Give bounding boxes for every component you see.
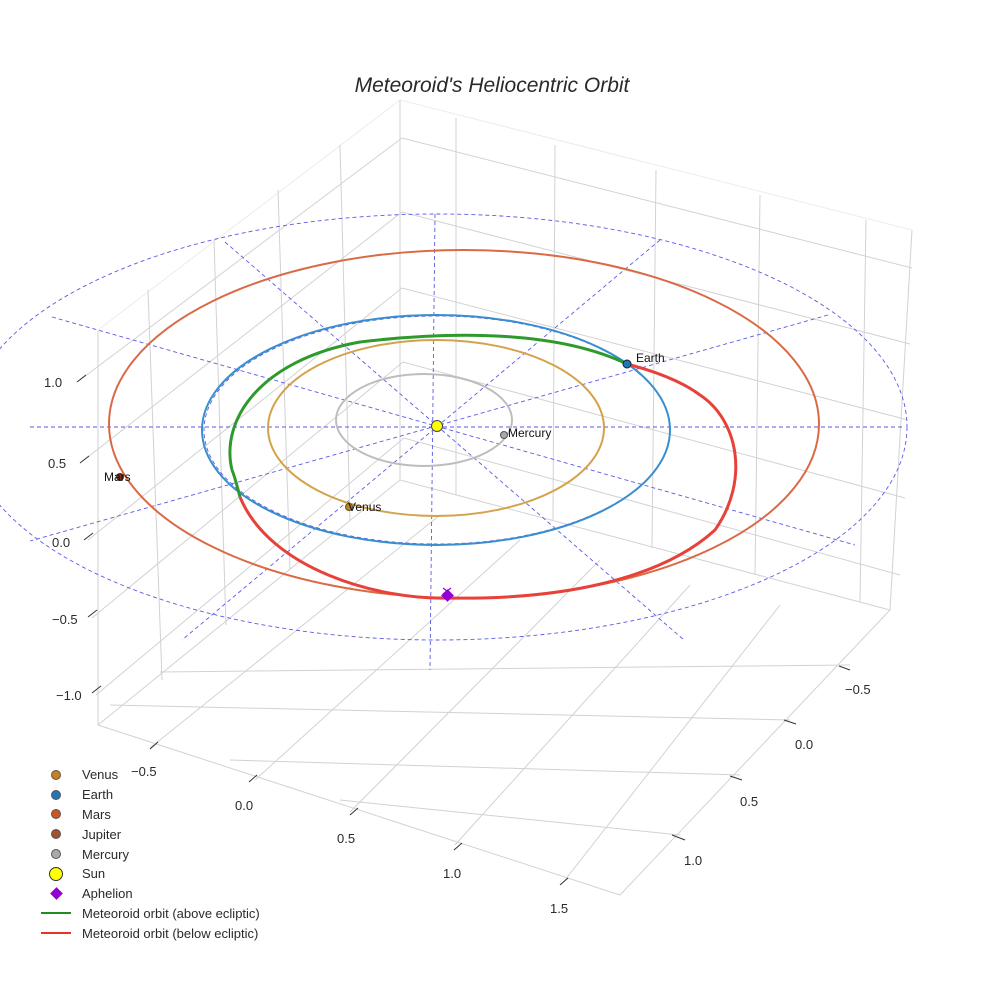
- z-tick: 0.5: [48, 456, 67, 471]
- x-tick: −0.5: [131, 764, 157, 779]
- x-tick: 0.0: [235, 798, 254, 813]
- sun-dot-icon: [49, 866, 63, 881]
- venus-dot-icon: [51, 769, 61, 780]
- z-tick: −1.0: [56, 688, 82, 703]
- mercury-dot-icon: [51, 849, 61, 860]
- earth-dot-icon: [51, 789, 61, 800]
- legend-label: Earth: [82, 787, 114, 803]
- meteoroid-orbit: [228, 333, 738, 600]
- legend-item-jupiter[interactable]: Jupiter: [38, 824, 260, 844]
- mercury-orbit: [335, 373, 513, 467]
- z-tick: −0.5: [52, 612, 78, 627]
- legend-label: Meteoroid orbit (above ecliptic): [82, 905, 260, 921]
- planet-orbits: [108, 249, 820, 599]
- tick-marks: [76, 374, 851, 886]
- y-tick: 1.0: [684, 853, 703, 868]
- venus-label: Venus: [348, 500, 382, 514]
- x-tick: 0.5: [337, 831, 356, 846]
- mars-dot-icon: [51, 809, 61, 820]
- venus-orbit: [267, 339, 605, 517]
- mars-label: Mars: [104, 470, 131, 484]
- legend-label: Mercury: [82, 846, 129, 862]
- axes-grid: [79, 99, 913, 896]
- orbit-above-ecliptic: [228, 333, 628, 498]
- legend-label: Aphelion: [82, 886, 133, 902]
- earth-label: Earth: [636, 351, 665, 365]
- aphelion-cross: [442, 587, 452, 595]
- mercury-marker: [500, 431, 508, 439]
- legend-item-earth[interactable]: Earth: [38, 785, 260, 805]
- earth-orbit: [201, 314, 671, 546]
- ecliptic-reference: [0, 213, 908, 671]
- z-tick: 0.0: [52, 535, 71, 550]
- legend-item-mercury[interactable]: Mercury: [38, 844, 260, 864]
- diamond-icon: [49, 887, 63, 901]
- legend-label: Meteoroid orbit (below ecliptic): [82, 925, 259, 941]
- legend: Venus Earth Mars Jupiter Mercury Sun Aph…: [38, 765, 260, 943]
- orbit-below-ecliptic: [238, 362, 738, 600]
- jupiter-dot-icon: [51, 829, 61, 840]
- y-tick: −0.5: [845, 682, 871, 697]
- mercury-label: Mercury: [508, 426, 552, 440]
- legend-item-orbit-below[interactable]: Meteoroid orbit (below ecliptic): [38, 923, 260, 943]
- legend-item-sun[interactable]: Sun: [38, 864, 260, 884]
- x-tick: 1.5: [550, 901, 569, 916]
- legend-item-orbit-above[interactable]: Meteoroid orbit (above ecliptic): [38, 904, 260, 924]
- chart-title: Meteoroid's Heliocentric Orbit: [354, 74, 630, 97]
- y-tick: 0.5: [740, 794, 759, 809]
- z-tick: 1.0: [44, 375, 63, 390]
- mars-marker: [116, 473, 124, 481]
- legend-item-venus[interactable]: Venus: [38, 765, 260, 785]
- legend-item-mars[interactable]: Mars: [38, 805, 260, 825]
- sun-marker: [431, 420, 443, 432]
- earth-marker: [622, 359, 632, 369]
- legend-label: Venus: [82, 767, 119, 783]
- venus-marker: [345, 503, 353, 511]
- y-tick: 0.0: [795, 737, 814, 752]
- legend-label: Mars: [82, 806, 111, 822]
- x-tick: 1.0: [443, 866, 462, 881]
- legend-item-aphelion[interactable]: Aphelion: [38, 884, 260, 904]
- red-line-icon: [41, 932, 71, 935]
- legend-label: Jupiter: [82, 826, 122, 842]
- legend-label: Sun: [82, 866, 106, 882]
- green-line-icon: [41, 912, 71, 915]
